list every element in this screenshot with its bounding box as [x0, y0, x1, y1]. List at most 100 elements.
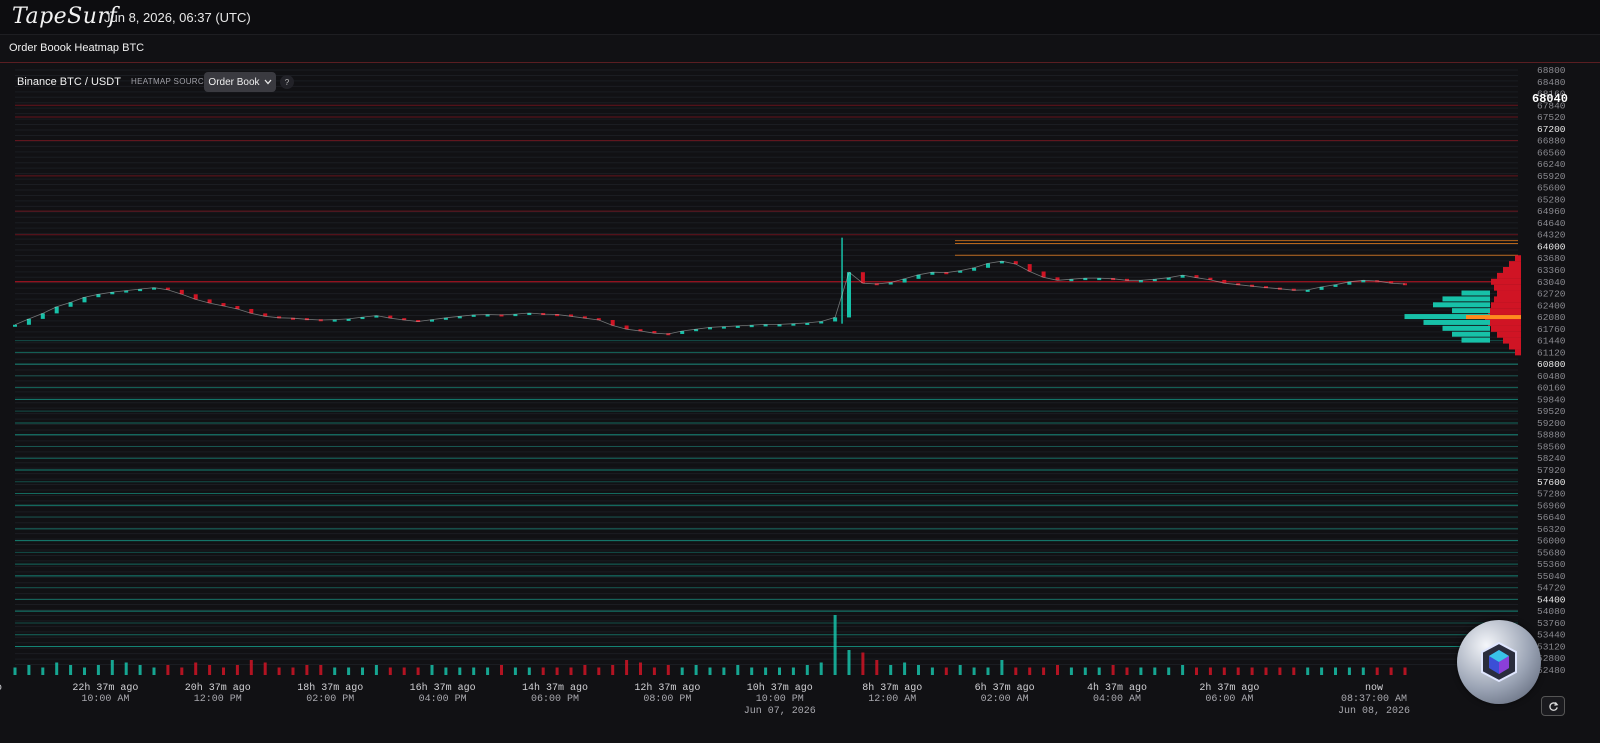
volume-bar — [486, 667, 490, 675]
price-axis-label: 64000 — [1537, 241, 1566, 252]
price-candle — [54, 306, 59, 314]
volume-bar — [694, 665, 698, 675]
price-axis-label: 66560 — [1537, 147, 1566, 158]
price-axis-label: 64960 — [1537, 206, 1566, 217]
volume-bar — [1236, 667, 1240, 675]
volume-bar — [1208, 667, 1212, 675]
bid-depth-bar — [1442, 325, 1490, 331]
heatmap-source-label: HEATMAP SOURCE — [131, 77, 210, 86]
price-axis-label: 58880 — [1537, 430, 1566, 441]
price-axis-label: 58560 — [1537, 441, 1566, 452]
time-axis-relative-label: 22h 37m ago — [72, 682, 138, 694]
ask-depth-bar — [1515, 255, 1521, 262]
ask-depth-bar — [1488, 308, 1521, 315]
volume-bar — [208, 665, 212, 675]
volume-bar — [1111, 665, 1115, 675]
price-candle — [457, 316, 462, 319]
price-candle — [1403, 283, 1407, 286]
price-candle — [291, 317, 295, 320]
price-candle — [1069, 279, 1074, 282]
price-axis-label: 68160 — [1537, 89, 1566, 100]
price-candle — [944, 272, 949, 275]
volume-bar — [986, 667, 990, 675]
volume-bar — [764, 667, 768, 675]
volume-bar — [1097, 667, 1101, 675]
volume-bar — [1042, 667, 1046, 675]
volume-bar — [639, 662, 642, 675]
price-axis-label: 56000 — [1537, 536, 1566, 547]
volume-bar — [805, 665, 809, 675]
bid-depth-bar — [1423, 319, 1490, 325]
bid-depth-bar — [1442, 296, 1490, 302]
price-candle — [610, 320, 615, 326]
time-axis-clock-label: 02:00 AM — [981, 694, 1029, 705]
heatmap-source-value: Order Book — [208, 76, 260, 88]
price-candle — [680, 331, 685, 334]
price-axis-label: 67520 — [1537, 112, 1566, 123]
price-candle — [416, 320, 421, 322]
volume-bar — [680, 667, 684, 675]
price-axis-label: 52800 — [1537, 653, 1566, 664]
volume-bar — [1361, 667, 1365, 675]
volume-bar — [1083, 667, 1087, 675]
volume-bar — [1153, 667, 1157, 675]
time-axis-clock-label: 04:00 PM — [419, 694, 467, 705]
heatmap-source-dropdown[interactable]: Order Book — [204, 72, 276, 92]
volume-bar — [1014, 667, 1018, 675]
volume-bar — [861, 652, 865, 675]
volume-bar — [875, 660, 879, 675]
ask-depth-bar — [1503, 267, 1521, 273]
price-axis-label: 53760 — [1537, 618, 1566, 629]
ask-depth-bar — [1497, 331, 1521, 338]
volume-bar — [555, 667, 559, 675]
heatmap-chart[interactable]: 6880068480681606784067520672006688066560… — [0, 63, 1600, 738]
time-axis-relative-label: ago — [0, 683, 2, 694]
price-candle — [596, 318, 601, 321]
price-candle — [972, 267, 977, 271]
price-candle — [624, 325, 629, 330]
price-axis-label: 54080 — [1537, 606, 1566, 617]
volume-bar — [1250, 667, 1254, 675]
price-candle — [749, 325, 754, 328]
price-candle — [82, 297, 87, 303]
price-axis-label: 62080 — [1537, 312, 1566, 323]
app-logo[interactable]: TapeSurf — [12, 4, 118, 29]
volume-bar — [1278, 667, 1282, 675]
volume-bar — [944, 667, 948, 675]
cube-icon — [1481, 641, 1517, 683]
bid-depth-bar — [1404, 314, 1490, 320]
price-candle — [1055, 277, 1060, 281]
price-axis-label: 65920 — [1537, 171, 1566, 182]
price-axis-label: 57600 — [1537, 477, 1566, 488]
volume-bar — [1222, 667, 1226, 675]
heatmap-chart-area[interactable]: 68800 68480 68160 67840 67520 67200 66880 66560… — [0, 63, 1600, 738]
price-candle — [1138, 280, 1143, 283]
help-button[interactable]: ? — [280, 75, 294, 89]
volume-bar — [569, 667, 573, 675]
price-candle — [235, 306, 240, 309]
bid-depth-bar — [1452, 331, 1490, 337]
volume-bar — [180, 667, 184, 675]
price-axis-label: 62720 — [1537, 289, 1566, 300]
top-bar: TapeSurf Jun 8, 2026, 06:37 (UTC) — [0, 0, 1600, 35]
volume-bar — [1000, 660, 1004, 675]
volume-bar — [541, 667, 545, 675]
price-candle — [68, 302, 73, 307]
volume-bar — [791, 667, 795, 675]
pair-label: Binance BTC / USDT — [17, 76, 121, 88]
price-candle — [694, 329, 699, 332]
price-candle — [443, 317, 448, 320]
volume-bar — [333, 667, 337, 675]
volume-bar — [958, 665, 962, 675]
price-axis-label: 63680 — [1537, 253, 1566, 264]
price-candle — [986, 263, 990, 268]
chevron-down-icon — [264, 79, 272, 85]
price-axis-label: 65280 — [1537, 194, 1566, 205]
price-candle — [819, 321, 824, 324]
price-axis-label: 65600 — [1537, 183, 1566, 194]
price-candle — [485, 314, 490, 317]
reset-chart-button[interactable] — [1541, 696, 1565, 716]
ask-depth-bar — [1509, 261, 1521, 268]
time-axis-clock-label: 08:37:00 AM — [1341, 694, 1407, 705]
volume-bar — [444, 667, 448, 675]
